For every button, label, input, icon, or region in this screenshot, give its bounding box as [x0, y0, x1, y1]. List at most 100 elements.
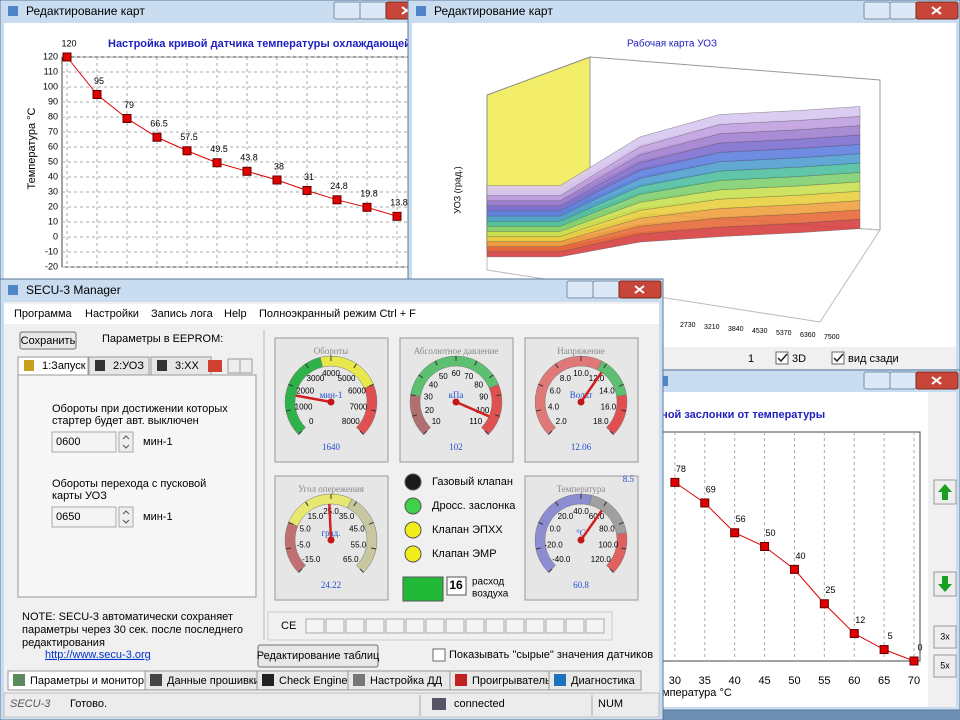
text-box[interactable]	[51, 506, 117, 528]
bottom-tab[interactable]	[548, 670, 642, 691]
gauge-tick-label: 90	[479, 393, 488, 402]
field-value: 0650	[56, 511, 80, 523]
gauge-tick	[298, 568, 303, 573]
gauge-tick-label: 80	[474, 381, 483, 390]
indicator-lamp	[404, 545, 422, 563]
data-label: 13.8	[390, 198, 408, 208]
window-title: Редактирование карт	[26, 4, 145, 18]
gauge-tick-label: 2000	[296, 386, 314, 395]
maximize-button[interactable]	[359, 1, 387, 20]
zoom-button[interactable]	[933, 654, 957, 678]
status-app: SECU-3	[10, 698, 51, 710]
gauge-tick	[359, 568, 364, 573]
x-tick-label: 2730	[680, 322, 696, 329]
gauge-tick-label: 40.0	[573, 507, 589, 516]
zoom-button-label: 3x	[940, 631, 950, 641]
field-unit: мин-1	[143, 511, 173, 523]
scroll-right[interactable]	[239, 358, 253, 374]
gauge-tick-label: 18.0	[593, 417, 609, 426]
menu-bar	[4, 304, 659, 324]
indicator-label: Клапан ЭПХХ	[432, 524, 503, 536]
gauge-tick-label: 8000	[342, 417, 360, 426]
x-tick-label: 3210	[704, 324, 720, 331]
connection-icon	[432, 698, 446, 710]
menu-item[interactable]: Полноэкранный режим Ctrl + F	[259, 308, 416, 320]
checkbox[interactable]	[775, 351, 789, 365]
gauge-tick-label: 60	[452, 369, 461, 378]
bottom-tab-label: Параметры и монитор	[30, 675, 144, 687]
zoom-button-label: 5x	[940, 660, 950, 670]
minimize-button[interactable]	[566, 280, 594, 299]
data-label: 25	[825, 585, 835, 595]
spinner[interactable]	[118, 506, 134, 528]
minimize-button[interactable]	[333, 1, 361, 20]
ce-cell	[365, 618, 385, 634]
tab-icon	[208, 360, 222, 372]
gauge-tick-label: 1000	[295, 403, 313, 412]
marker	[879, 645, 889, 655]
gauge-tick	[603, 501, 607, 507]
gauge-needle	[579, 509, 603, 541]
checkbox[interactable]	[831, 351, 845, 365]
ce-cell	[525, 618, 545, 634]
x-tick-label: 55	[818, 675, 830, 687]
website-link[interactable]: http://www.secu-3.org	[45, 649, 151, 661]
tab-icon	[157, 360, 167, 371]
airflow-bar	[402, 576, 444, 602]
maximize-button[interactable]	[592, 280, 620, 299]
menu-item[interactable]: Запись лога	[151, 308, 214, 320]
gauge-tick	[353, 363, 357, 369]
airflow-label: расход	[472, 577, 504, 588]
y-tick-label: 60	[48, 141, 58, 151]
y-tick-label: 40	[48, 171, 58, 181]
menu-item[interactable]: Программа	[14, 308, 73, 320]
minimize-button[interactable]	[863, 371, 891, 390]
up-arrow	[938, 484, 952, 500]
airflow-label: воздуха	[472, 589, 509, 600]
marker	[242, 166, 252, 176]
indicator-lamp	[404, 497, 422, 515]
data-label: 12	[855, 615, 865, 625]
marker	[212, 158, 222, 168]
menu-item[interactable]: Настройки	[85, 308, 139, 320]
gauge-tick	[288, 383, 294, 387]
gauge-tick	[285, 547, 291, 550]
gauge-tick-label: 5000	[338, 374, 356, 383]
param-tab-label: 1:Запуск	[42, 360, 86, 372]
text-box[interactable]	[51, 431, 117, 453]
bottom-tab-label: Данные прошивки	[167, 675, 260, 687]
maximize-button[interactable]	[889, 371, 917, 390]
data-label: 95	[94, 76, 104, 86]
marker	[789, 564, 799, 574]
scroll-left[interactable]	[227, 358, 241, 374]
data-label: 43.8	[240, 153, 258, 163]
gauge-tick	[535, 409, 541, 412]
gauge-tick	[423, 430, 428, 435]
maximize-button[interactable]	[889, 1, 917, 20]
x-tick-label: 35	[699, 675, 711, 687]
ce-cell	[445, 618, 465, 634]
gauge-tick	[621, 547, 627, 550]
gauge-tick-label: 40	[429, 381, 438, 390]
gauge-tick-label: 0	[309, 417, 314, 426]
zoom-button[interactable]	[933, 625, 957, 649]
save-button[interactable]	[19, 331, 77, 350]
checkbox[interactable]	[432, 648, 446, 662]
x-tick-label: 65	[878, 675, 890, 687]
gauge-tick	[371, 547, 377, 550]
gauge-tick-label: 70	[464, 372, 473, 381]
gauge-tick-label: 35.0	[339, 512, 355, 521]
data-label: 57.5	[180, 132, 198, 142]
minimize-button[interactable]	[863, 1, 891, 20]
gauge-tick	[609, 430, 614, 435]
menu-item[interactable]: Help	[224, 308, 247, 320]
checkbox-label: 3D	[792, 353, 806, 365]
spinner[interactable]	[118, 431, 134, 453]
y-tick-label: -10	[45, 246, 58, 256]
edit-tables-button[interactable]	[257, 644, 379, 668]
gauge-unit: мин-1	[320, 390, 343, 400]
gauge-tick	[298, 430, 303, 435]
gauge-title: Абсолютное давление	[414, 346, 499, 356]
gauge-tick	[618, 521, 624, 525]
gauge-tick	[488, 374, 494, 379]
